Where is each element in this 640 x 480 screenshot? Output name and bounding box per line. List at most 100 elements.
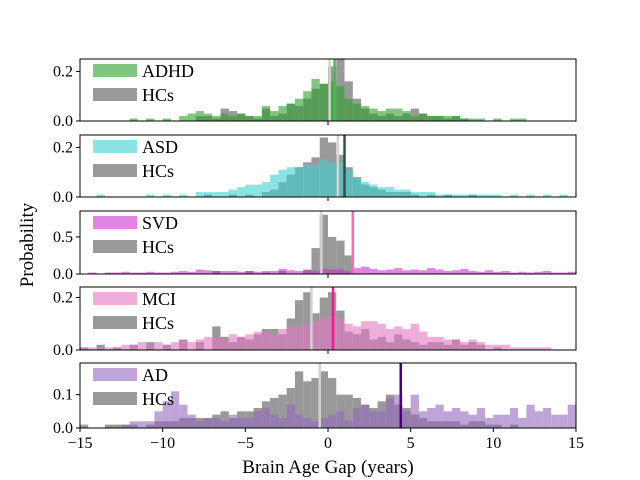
- group-bar: [559, 194, 568, 197]
- group-bar: [179, 194, 188, 197]
- group-bar: [493, 344, 502, 350]
- y-tick-label: 0.2: [53, 139, 73, 156]
- group-bar: [452, 408, 461, 428]
- group-bar: [344, 421, 353, 428]
- group-bar: [534, 347, 543, 350]
- group-bar: [509, 347, 519, 350]
- group-bar: [476, 118, 486, 121]
- legend-label-group: ADHD: [142, 61, 194, 81]
- group-bar: [270, 334, 279, 350]
- group-bar: [146, 271, 155, 274]
- group-bar: [137, 272, 147, 274]
- group-bar: [311, 78, 320, 121]
- group-bar: [361, 182, 370, 197]
- group-bar: [286, 270, 295, 274]
- group-bar: [228, 189, 238, 197]
- group-bar: [509, 118, 519, 121]
- group-bar: [261, 106, 271, 121]
- group-bar: [485, 194, 494, 197]
- group-bar: [418, 331, 428, 350]
- group-bar: [220, 339, 229, 350]
- reference-bar: [328, 236, 337, 274]
- group-bar: [104, 272, 114, 274]
- group-bar: [294, 167, 304, 197]
- legend-swatch-reference: [93, 240, 137, 253]
- group-bar: [394, 394, 403, 428]
- reference-bar: [220, 411, 229, 428]
- group-bar: [261, 408, 271, 428]
- group-bar: [402, 270, 411, 274]
- group-bar: [286, 167, 295, 197]
- group-bar: [245, 184, 254, 197]
- group-bar: [278, 169, 287, 197]
- group-bar: [352, 326, 362, 350]
- panel-asd: 0.0 0.2 ASD HCs: [53, 134, 577, 206]
- group-bar: [402, 189, 411, 197]
- group-bar: [319, 159, 328, 197]
- group-bar: [195, 339, 204, 350]
- group-bar: [237, 187, 246, 197]
- group-bar: [245, 271, 254, 274]
- group-bar: [253, 271, 262, 274]
- group-bar: [460, 411, 469, 428]
- group-bar: [361, 266, 370, 274]
- group-bar: [319, 318, 328, 350]
- group-bar: [204, 113, 213, 121]
- group-bar: [179, 271, 188, 274]
- group-bar: [418, 192, 428, 197]
- reference-bar: [311, 378, 320, 428]
- group-bar: [212, 336, 221, 350]
- group-bar: [551, 272, 560, 274]
- group-bar: [344, 271, 353, 274]
- group-bar: [369, 268, 378, 274]
- group-bar: [427, 408, 436, 428]
- group-bar: [361, 106, 370, 121]
- x-tick-label: 0: [324, 435, 332, 452]
- group-bar: [394, 189, 403, 197]
- group-bar: [377, 187, 386, 197]
- group-bar: [278, 106, 287, 121]
- group-bar: [187, 342, 196, 350]
- group-bar: [311, 271, 320, 274]
- group-bar: [559, 272, 568, 274]
- group-bar: [129, 272, 138, 274]
- legend-label-reference: HCs: [142, 313, 174, 333]
- group-bar: [394, 268, 403, 274]
- group-bar: [452, 194, 461, 197]
- group-bar: [567, 271, 576, 274]
- group-bar: [303, 270, 312, 274]
- reference-bar: [303, 381, 312, 428]
- group-bar: [195, 421, 204, 428]
- group-bar: [468, 339, 477, 350]
- group-bar: [493, 194, 502, 197]
- group-bar: [518, 118, 527, 121]
- group-bar: [443, 339, 452, 350]
- legend: AD HCs: [93, 365, 174, 409]
- group-bar: [162, 118, 171, 121]
- group-bar: [336, 269, 345, 274]
- group-bar: [129, 344, 138, 350]
- group-bar: [534, 271, 543, 274]
- legend-swatch-group: [93, 368, 137, 381]
- legend-label-group: SVD: [142, 213, 178, 233]
- group-bar: [410, 323, 419, 350]
- group-bar: [377, 270, 386, 274]
- y-tick-label: 0.0: [53, 266, 73, 283]
- group-bar: [509, 194, 519, 197]
- reference-bar: [270, 398, 279, 428]
- group-bar: [261, 331, 271, 350]
- group-bar: [170, 391, 180, 428]
- group-bar: [518, 347, 527, 350]
- group-bar: [427, 336, 436, 350]
- group-bar: [204, 336, 213, 350]
- group-bar: [394, 108, 403, 121]
- group-bar: [418, 411, 428, 428]
- group-bar: [385, 108, 395, 121]
- y-tick-label: 0.2: [53, 63, 73, 80]
- group-bar: [187, 271, 196, 274]
- group-bar: [179, 116, 188, 121]
- group-bar: [410, 192, 419, 197]
- group-bar: [361, 404, 370, 428]
- y-tick-label: 0.0: [53, 342, 73, 359]
- group-bar: [137, 421, 147, 428]
